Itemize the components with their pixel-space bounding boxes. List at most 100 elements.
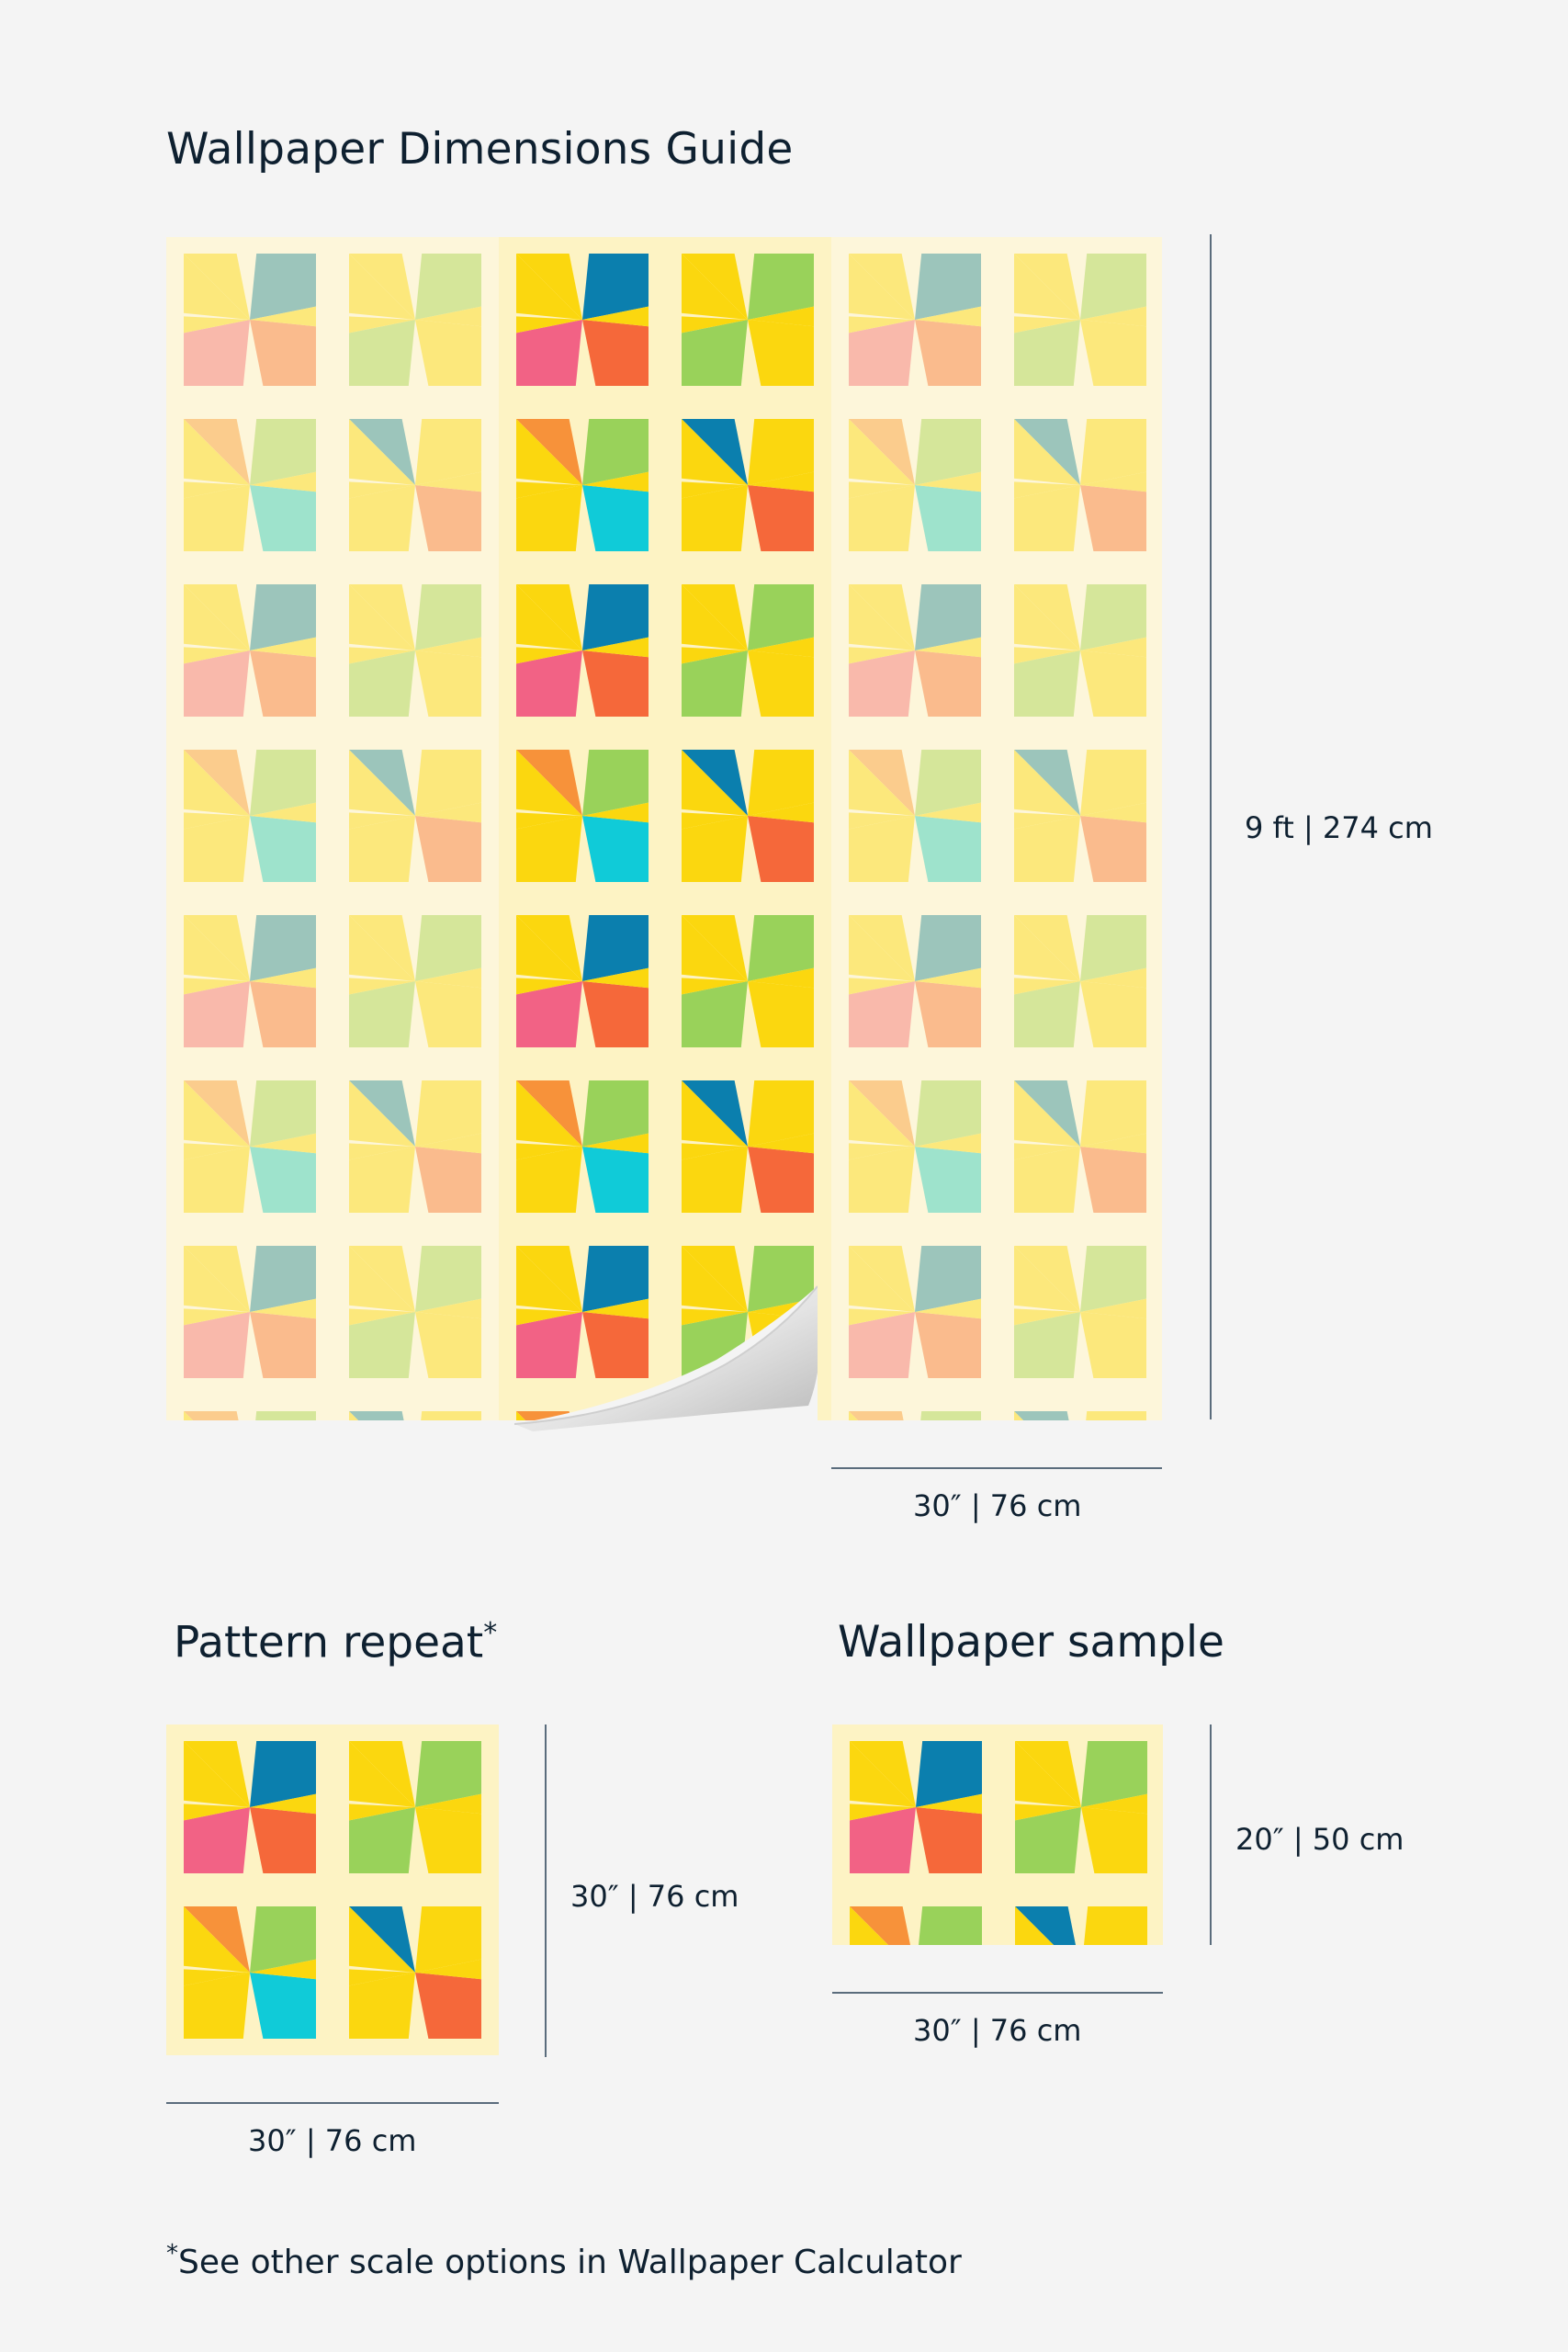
- pattern-blade: [184, 915, 250, 981]
- pattern-blade: [250, 816, 316, 882]
- pattern-blade: [516, 1143, 582, 1160]
- pattern-blade: [1081, 1807, 1147, 1873]
- pattern-blade: [849, 1312, 915, 1378]
- pattern-blade: [415, 1133, 481, 1154]
- pattern-blade: [1080, 254, 1146, 320]
- pattern-blade: [748, 981, 814, 1047]
- pattern-blade: [582, 816, 649, 882]
- pattern-blade: [849, 1080, 915, 1147]
- pattern-blade: [184, 481, 250, 499]
- pattern-blade: [849, 584, 915, 650]
- pattern-blade: [915, 584, 981, 650]
- pattern-blade: [250, 1973, 316, 2039]
- pattern-blade: [915, 650, 981, 717]
- pattern-blade: [1015, 1804, 1081, 1821]
- pattern-blade: [915, 637, 981, 658]
- pattern-blade: [850, 1906, 910, 1945]
- pattern-blade: [748, 915, 814, 981]
- pattern-blade: [184, 320, 250, 386]
- pattern-blade: [682, 419, 748, 485]
- pattern-blade: [1080, 637, 1146, 658]
- pattern-blade: [349, 481, 415, 499]
- pattern-blade: [349, 812, 415, 830]
- pattern-blade: [516, 812, 582, 830]
- pattern-blade: [582, 1133, 649, 1154]
- pattern-blade: [415, 1741, 481, 1807]
- pattern-blade: [1080, 816, 1146, 882]
- pattern-blade: [516, 485, 582, 551]
- pattern-blade: [915, 981, 981, 1047]
- pattern-blade: [421, 1411, 481, 1420]
- pattern-blade: [1080, 1312, 1146, 1378]
- pattern-blade: [1014, 1246, 1080, 1312]
- pattern-blade: [184, 1080, 250, 1147]
- pattern-blade: [748, 816, 814, 882]
- pattern-blade: [415, 915, 481, 981]
- pattern-blade: [1014, 1080, 1080, 1147]
- pattern-blade: [915, 1298, 981, 1319]
- pattern-blade: [682, 1308, 748, 1326]
- pattern-repeat-heading: Pattern repeat*: [174, 1617, 498, 1668]
- pattern-blade: [250, 1741, 316, 1807]
- pattern-blade: [1014, 1143, 1080, 1160]
- pattern-blade: [415, 1973, 481, 2039]
- pattern-blade: [1014, 481, 1080, 499]
- pattern-blade: [682, 485, 748, 551]
- pattern-blade: [915, 816, 981, 882]
- pattern-blade: [1086, 1411, 1146, 1420]
- pattern-blade: [516, 816, 582, 882]
- pattern-blade: [850, 1804, 916, 1821]
- pattern-blade: [849, 1147, 915, 1213]
- pattern-blade: [184, 647, 250, 664]
- pattern-blade: [415, 254, 481, 320]
- pattern-blade: [184, 1308, 250, 1326]
- pattern-blade: [184, 1246, 250, 1312]
- sample-height-label: 20″ | 50 cm: [1235, 1822, 1404, 1857]
- pattern-blade: [849, 1411, 858, 1420]
- pattern-blade: [849, 978, 915, 995]
- pattern-blade: [682, 481, 748, 499]
- pattern-blade: [250, 967, 316, 989]
- pattern-blade: [748, 1246, 814, 1312]
- pattern-blade: [915, 750, 981, 816]
- pattern-blade: [184, 1804, 250, 1821]
- pattern-blade: [1014, 650, 1080, 717]
- pattern-blade: [250, 320, 316, 386]
- pattern-blade: [184, 584, 250, 650]
- pattern-blade: [349, 1411, 404, 1420]
- pattern-blade: [682, 981, 748, 1047]
- pattern-blade: [349, 1906, 415, 1973]
- pattern-blade: [682, 1147, 748, 1213]
- pattern-blade: [748, 650, 814, 717]
- pattern-blade: [849, 750, 915, 816]
- pattern-blade: [516, 1246, 582, 1312]
- pattern-blade: [349, 816, 415, 882]
- pattern-blade: [1014, 816, 1080, 882]
- pattern-blade: [1014, 485, 1080, 551]
- pattern-blade: [516, 647, 582, 664]
- pattern-blade: [184, 1741, 250, 1807]
- pattern-blade: [184, 419, 250, 485]
- pattern-blade: [250, 1147, 316, 1213]
- pattern-blade: [1014, 320, 1080, 386]
- sample-height-line: [1210, 1724, 1212, 1945]
- pattern-blade: [250, 981, 316, 1047]
- pattern-blade: [349, 1741, 415, 1807]
- pattern-blade: [748, 471, 814, 492]
- pattern-blade: [1015, 1741, 1081, 1807]
- pattern-blade: [415, 650, 481, 717]
- pattern-blade: [1014, 316, 1080, 334]
- pattern-blade: [250, 1298, 316, 1319]
- pattern-blade: [184, 1906, 250, 1973]
- pattern-blade: [1014, 1147, 1080, 1213]
- pattern-blade: [748, 967, 814, 989]
- pattern-blade: [748, 419, 814, 485]
- pattern-blade: [349, 1080, 415, 1147]
- pattern-blade: [250, 1793, 316, 1815]
- pattern-blade: [915, 967, 981, 989]
- pattern-blade: [582, 1080, 649, 1147]
- pattern-blade: [250, 802, 316, 823]
- pattern-blade: [582, 306, 649, 327]
- pattern-blade: [516, 750, 582, 816]
- pattern-blade: [682, 584, 748, 650]
